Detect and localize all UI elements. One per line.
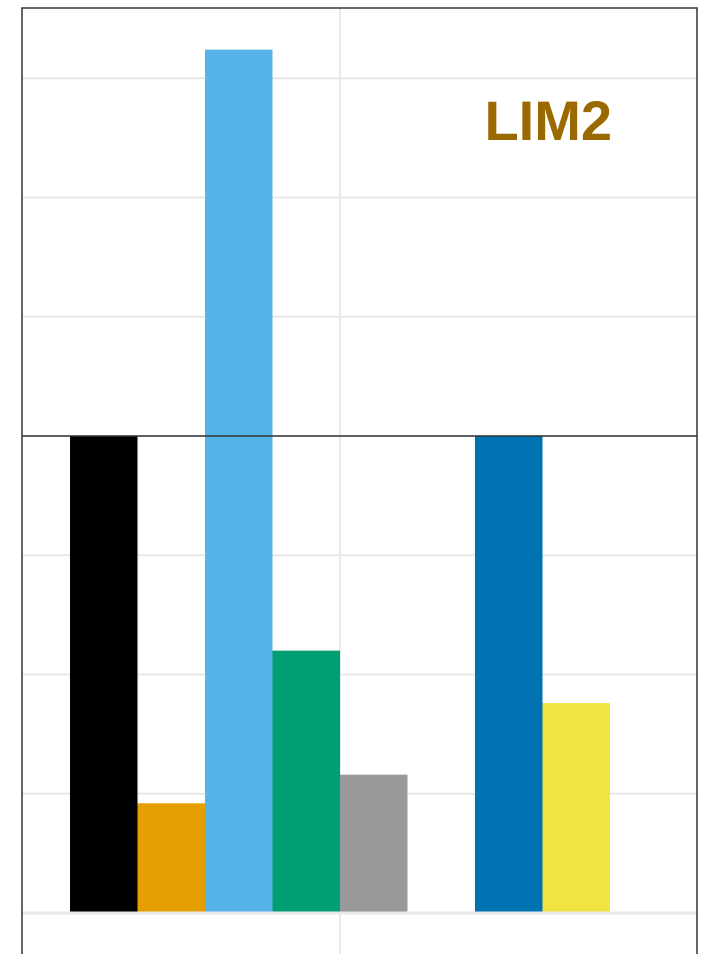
bar-5	[340, 774, 408, 913]
reference-lines	[22, 435, 697, 915]
plot-frame	[21, 7, 698, 954]
panel-label: LIM2	[484, 89, 612, 152]
bar-1	[70, 436, 138, 913]
bar-6	[475, 436, 543, 913]
bar-2	[137, 803, 205, 913]
bar-7	[542, 703, 610, 913]
bars	[70, 49, 610, 913]
bar-3	[205, 49, 273, 913]
bar-4	[272, 650, 340, 913]
